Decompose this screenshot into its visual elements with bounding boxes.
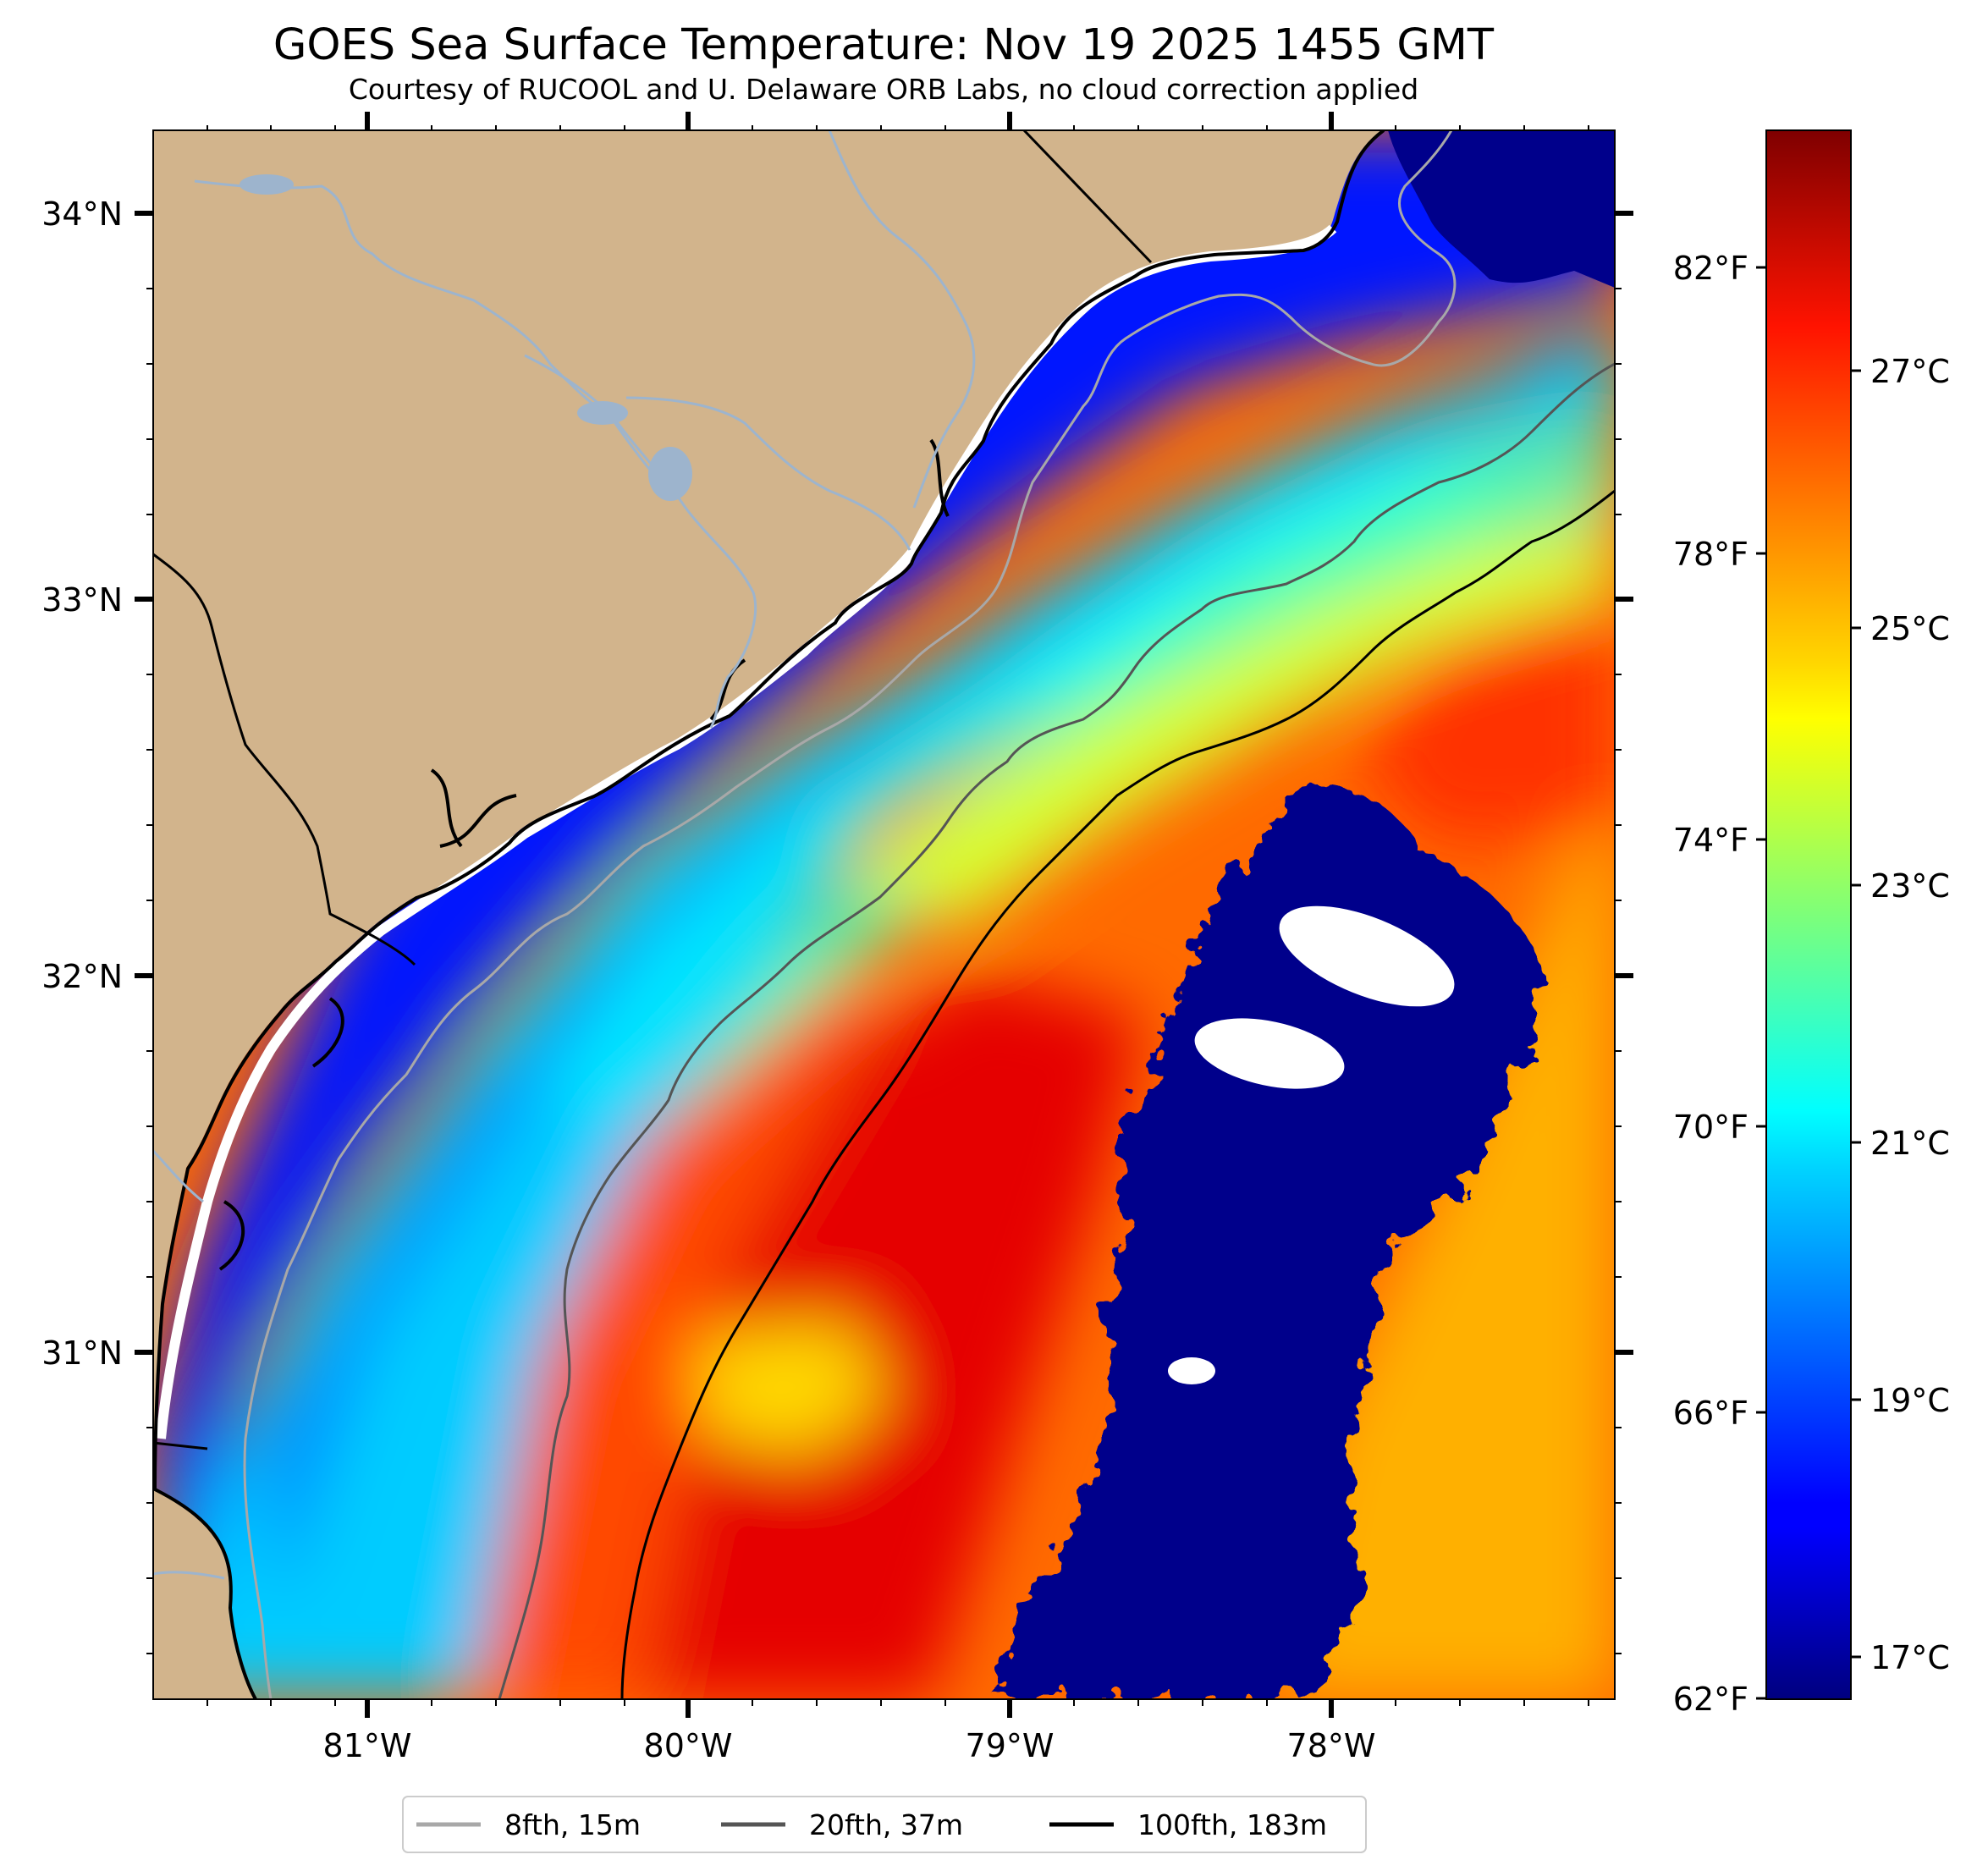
colorbar-f-tick: 78°F — [1673, 536, 1748, 573]
latitude-axis — [135, 211, 1633, 1355]
minor-ticks — [146, 125, 1622, 1706]
legend-label: 20fth, 37m — [809, 1808, 963, 1841]
isobath-20fth — [498, 362, 1615, 1699]
legend-label: 100fth, 183m — [1137, 1808, 1327, 1841]
lake — [577, 401, 628, 425]
colorbar-c-tick: 17°C — [1870, 1639, 1950, 1676]
land — [153, 130, 1384, 1699]
colorbar-f-tick: 62°F — [1673, 1681, 1748, 1718]
land — [153, 1489, 254, 1699]
lat-tick-label: 34°N — [41, 195, 123, 233]
isobath-100fth — [620, 489, 1615, 1699]
colorbar-f-tick: 74°F — [1673, 822, 1748, 859]
colorbar-c-tick: 19°C — [1870, 1382, 1950, 1419]
no-data-patch — [1168, 1357, 1215, 1384]
lon-tick-label: 81°W — [323, 1727, 412, 1764]
colorbar-gradient — [1765, 129, 1852, 1700]
lake — [648, 447, 692, 501]
isobath-8fth — [243, 130, 1457, 1699]
no-data-patch — [1279, 905, 1455, 1007]
legend-box — [402, 1796, 1367, 1853]
colorbar-c-tick: 23°C — [1870, 867, 1950, 905]
cold-patch-northeast — [1388, 130, 1615, 288]
lat-tick-label: 32°N — [41, 958, 123, 995]
colorbar-c-tick: 27°C — [1870, 353, 1950, 390]
lat-tick-label: 31°N — [41, 1334, 123, 1372]
colorbar-f-tick: 82°F — [1673, 250, 1748, 287]
state-border — [153, 553, 416, 966]
coastline — [218, 438, 950, 1271]
lon-tick-label: 79°W — [966, 1727, 1055, 1764]
state-border — [153, 1441, 208, 1450]
no-data-patch — [1194, 1018, 1345, 1089]
legend-label: 8fth, 15m — [504, 1808, 641, 1841]
map-frame — [152, 129, 1616, 1700]
colorbar: 82°F 78°F 74°F 70°F 66°F 62°F 27°C 25°C … — [1673, 129, 1950, 1718]
map-subtitle: Courtesy of RUCOOL and U. Delaware ORB L… — [349, 73, 1418, 106]
map-title: GOES Sea Surface Temperature: Nov 19 202… — [273, 20, 1495, 70]
colorbar-c-tick: 21°C — [1870, 1125, 1950, 1162]
coastline — [153, 130, 1385, 1699]
cold-eddy — [999, 785, 1542, 1699]
longitude-axis — [365, 112, 1334, 1718]
state-border — [1022, 130, 1153, 264]
map-panel — [153, 130, 1615, 1699]
lat-tick-label: 33°N — [41, 581, 123, 619]
colorbar-f-tick: 70°F — [1673, 1109, 1748, 1146]
lon-tick-label: 80°W — [644, 1727, 733, 1764]
legend: 8fth, 15m 20fth, 37m 100fth, 183m — [402, 1796, 1367, 1853]
colorbar-f-tick: 66°F — [1673, 1395, 1748, 1432]
lake — [240, 174, 294, 195]
colorbar-c-tick: 25°C — [1870, 610, 1950, 647]
lon-tick-label: 78°W — [1287, 1727, 1376, 1764]
